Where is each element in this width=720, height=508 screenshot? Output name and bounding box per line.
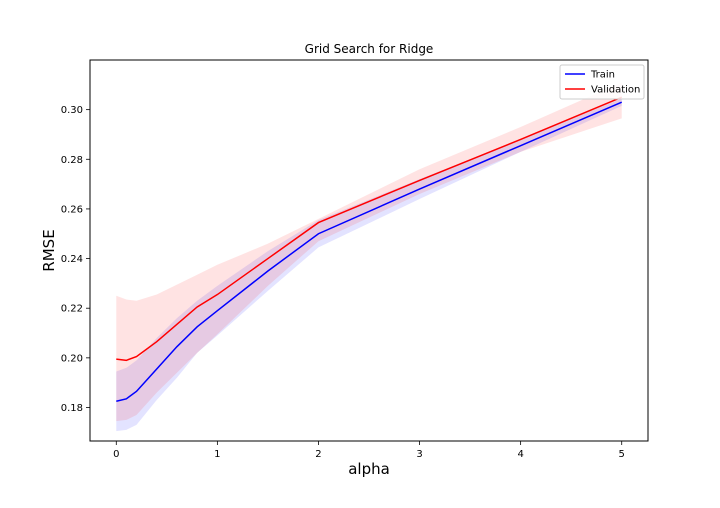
band-validation — [116, 82, 622, 422]
x-tick-label: 3 — [416, 449, 422, 460]
y-tick-label: 0.24 — [61, 254, 83, 265]
line-train — [116, 101, 623, 403]
y-tick-label: 0.30 — [61, 105, 83, 116]
x-tick-label: 0 — [113, 449, 119, 460]
legend-label-validation: Validation — [591, 85, 640, 96]
y-axis-ticks: 0.18 0.20 0.22 0.24 0.26 0.28 0.30 — [61, 105, 90, 414]
x-tick-label: 2 — [315, 449, 321, 460]
plot-frame — [89, 59, 649, 442]
x-tick-label: 1 — [214, 449, 220, 460]
y-axis-title: RMSE — [40, 229, 58, 271]
y-tick-label: 0.20 — [61, 353, 83, 364]
x-axis-title: alpha — [348, 460, 390, 478]
legend: Train Validation — [559, 64, 645, 100]
y-tick-label: 0.26 — [61, 204, 83, 215]
y-tick-label: 0.22 — [61, 304, 83, 315]
y-tick-label: 0.18 — [61, 403, 83, 414]
legend-label-train: Train — [590, 70, 615, 81]
line-validation — [116, 96, 623, 362]
x-tick-label: 5 — [619, 449, 625, 460]
y-tick-label: 0.28 — [61, 155, 83, 166]
x-tick-label: 4 — [517, 449, 523, 460]
x-axis-ticks: 0 1 2 3 4 5 — [113, 441, 625, 460]
chart-title: Grid Search for Ridge — [305, 42, 434, 56]
